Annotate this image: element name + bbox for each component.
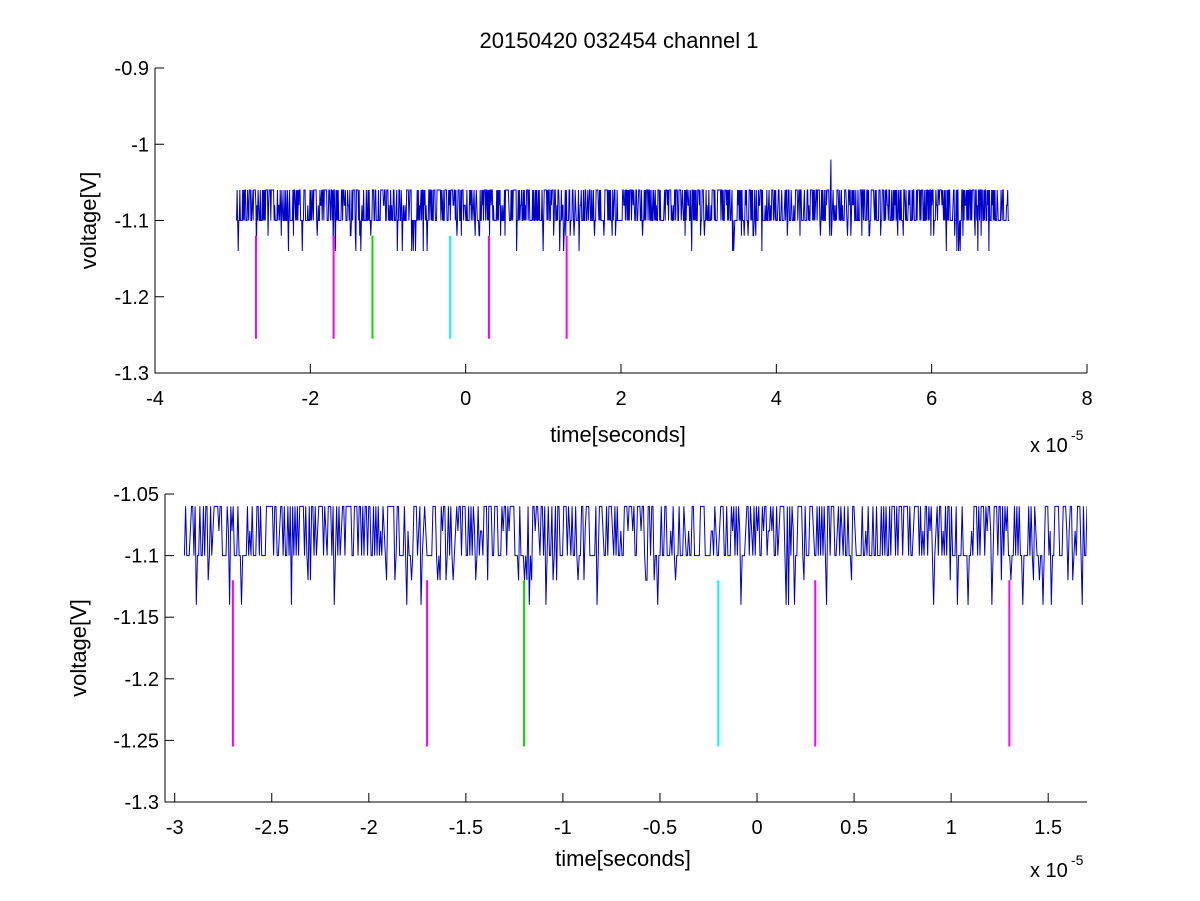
figure-title: 20150420 032454 channel 1: [480, 28, 759, 53]
y-tick-label: -1.3: [125, 792, 159, 814]
y-tick-label: -1.1: [115, 211, 149, 233]
y-tick-label: -1.2: [115, 287, 149, 309]
y-tick-label: -1.25: [113, 730, 159, 752]
x-tick-label: 1.5: [1034, 817, 1062, 839]
x-tick-label: -1.5: [449, 817, 483, 839]
x-exponent-power: -5: [1071, 852, 1084, 868]
x-tick-label: 0: [460, 388, 471, 410]
x-tick-label: 6: [926, 388, 937, 410]
x-tick-label: 4: [771, 388, 782, 410]
y-tick-label: -1.15: [113, 607, 159, 629]
x-axis-label: time[seconds]: [550, 422, 686, 447]
x-tick-label: -3: [166, 817, 184, 839]
x-tick-label: -2: [301, 388, 319, 410]
x-tick-label: 2: [615, 388, 626, 410]
y-tick-label: -1.1: [125, 546, 159, 568]
signal-trace: [236, 159, 1010, 252]
x-exponent-label: x 10: [1030, 860, 1068, 882]
x-tick-label: -0.5: [643, 817, 677, 839]
y-tick-label: -1.05: [113, 484, 159, 506]
y-tick-label: -0.9: [115, 58, 149, 80]
x-exponent-power: -5: [1071, 427, 1084, 443]
y-axis-label: voltage[V]: [66, 599, 91, 697]
signal-trace: [183, 505, 1087, 605]
bottom-chart: -3 -2.5 -2 -1.5 -1 -0.5 0 0.5 1 1.5 -1.3 -1.25 -1.2 -…: [66, 484, 1087, 882]
x-tick-label: 0: [751, 817, 762, 839]
top-chart: -4 -2 0 2 4 6 8 -1.3 -1.2 -1.1 -1 -0.9 time[seconds]…: [76, 58, 1093, 457]
y-tick-label: -1: [131, 134, 149, 156]
x-exponent-label: x 10: [1030, 435, 1068, 457]
x-tick-label: 0.5: [840, 817, 868, 839]
y-tick-label: -1.2: [125, 669, 159, 691]
y-axis-label: voltage[V]: [76, 172, 101, 270]
x-axis-label: time[seconds]: [555, 846, 691, 871]
x-tick-label: -4: [146, 388, 164, 410]
x-tick-label: -2.5: [255, 817, 289, 839]
x-tick-label: -1: [554, 817, 572, 839]
x-tick-label: 8: [1081, 388, 1092, 410]
y-tick-label: -1.3: [115, 363, 149, 385]
axes: [164, 494, 1087, 803]
x-tick-label: 1: [946, 817, 957, 839]
x-tick-label: -2: [360, 817, 378, 839]
